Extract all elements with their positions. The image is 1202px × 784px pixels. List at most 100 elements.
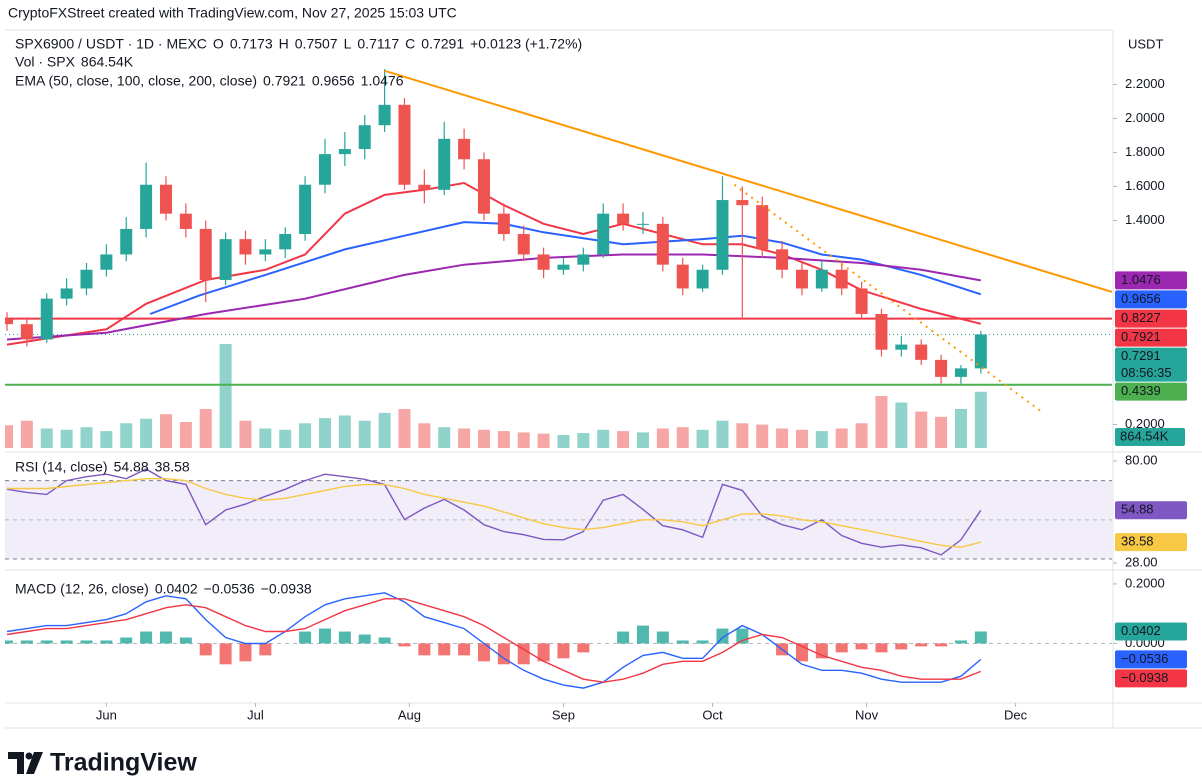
volume-bar — [398, 409, 411, 448]
x-tick-label: Aug — [398, 707, 421, 722]
y-tick-label: 80.00 — [1125, 452, 1158, 467]
volume-bar — [140, 418, 153, 448]
x-tick-label: Jun — [96, 707, 117, 722]
y-tick-label: 28.00 — [1125, 554, 1158, 569]
volume-bar — [239, 420, 252, 448]
volume-bar — [895, 402, 908, 448]
candle-body — [617, 213, 630, 224]
histogram-bar — [378, 637, 391, 644]
volume-bar — [159, 414, 172, 448]
candle-body — [477, 159, 490, 214]
ema-line — [149, 221, 982, 315]
footer-brand: TradingView — [50, 749, 197, 777]
candle-body — [378, 104, 391, 126]
volume-bar — [100, 431, 113, 448]
candle-body — [120, 228, 133, 255]
ema-value: 1.0476 — [361, 73, 404, 89]
price-tag — [1115, 347, 1187, 382]
candle-body — [179, 213, 192, 229]
volume-bar — [915, 411, 928, 448]
candle-body — [100, 254, 113, 270]
ema-value: 0.9656 — [312, 73, 355, 89]
indicator-value: 54.88 — [114, 459, 149, 475]
y-tick-label: 2.0000 — [1125, 110, 1165, 125]
price-tag-label: 38.58 — [1121, 534, 1154, 549]
histogram-bar — [80, 640, 93, 644]
volume-bar — [60, 429, 73, 448]
candle-body — [497, 213, 510, 235]
histogram-bar — [418, 643, 431, 656]
price-tag — [1115, 650, 1187, 669]
candle-body — [736, 200, 749, 206]
histogram-bar — [458, 643, 471, 656]
volume-bar — [378, 412, 391, 448]
histogram-bar — [40, 640, 53, 644]
volume-bar — [219, 344, 232, 448]
volume-bar — [318, 418, 331, 448]
volume-bar — [636, 432, 649, 448]
histogram-bar — [219, 643, 232, 665]
logo-mark — [25, 752, 33, 760]
candle-body — [915, 344, 928, 360]
histogram-bar — [358, 634, 371, 644]
volume-bar — [597, 429, 610, 448]
candle-body — [60, 288, 73, 299]
candle-body — [279, 234, 292, 250]
ohlc-value: 0.7291 — [421, 36, 464, 52]
volume-bar — [974, 391, 987, 448]
volume-value: 864.54K — [81, 54, 134, 70]
macd-line — [6, 598, 982, 683]
volume-bar — [80, 427, 93, 448]
price-tag — [1115, 501, 1187, 520]
candle-body — [299, 184, 312, 235]
histogram-bar — [974, 631, 987, 644]
price-tag-label: 0.4339 — [1121, 383, 1161, 398]
volume-bar — [299, 423, 312, 448]
change: +0.0123 (+1.72%) — [470, 36, 582, 52]
logo-mark — [8, 752, 24, 774]
histogram-bar — [617, 631, 630, 644]
volume-bar — [537, 433, 550, 448]
volume-bar — [935, 416, 948, 448]
histogram-bar — [895, 643, 908, 650]
histogram-bar — [159, 631, 172, 644]
trend-line — [384, 69, 1112, 293]
price-tag-label: 1.0476 — [1121, 272, 1161, 287]
volume-bar — [418, 423, 431, 448]
x-tick-label: Oct — [702, 707, 723, 722]
price-tag — [1115, 309, 1187, 328]
volume-bar — [517, 432, 530, 448]
candle-body — [338, 149, 351, 155]
price-tag — [1115, 533, 1187, 552]
price-tag-label: 54.88 — [1121, 502, 1154, 517]
histogram-bar — [398, 643, 411, 647]
price-tag — [1115, 622, 1187, 641]
candle-body — [80, 269, 93, 289]
volume-bar — [776, 428, 789, 448]
volume-bar — [617, 431, 630, 448]
volume-bar — [279, 429, 292, 448]
histogram-bar — [875, 643, 888, 653]
price-tag-label: 0.7291 — [1121, 348, 1161, 363]
volume-bar — [358, 420, 371, 448]
volume-bar — [855, 423, 868, 448]
histogram-bar — [199, 643, 212, 656]
x-tick-label: Jul — [247, 707, 264, 722]
symbol: SPX6900 / USDT · 1D · MEXC — [15, 36, 207, 52]
candle-body — [795, 269, 808, 289]
candle-body — [676, 264, 689, 289]
ohlc-key: H — [279, 36, 289, 52]
candle-body — [438, 138, 451, 190]
candle-body — [656, 223, 669, 265]
volume-bar — [179, 422, 192, 448]
volume-bar — [338, 415, 351, 448]
y-tick-label: 0.2000 — [1125, 416, 1165, 431]
volume-bar — [954, 409, 967, 448]
volume-bar — [259, 428, 272, 448]
candle-body — [776, 249, 789, 270]
volume-bar — [716, 420, 729, 448]
histogram-bar — [60, 640, 73, 644]
candle-body — [358, 125, 371, 150]
histogram-bar — [239, 643, 252, 662]
price-tag-label: 0.7921 — [1121, 329, 1161, 344]
